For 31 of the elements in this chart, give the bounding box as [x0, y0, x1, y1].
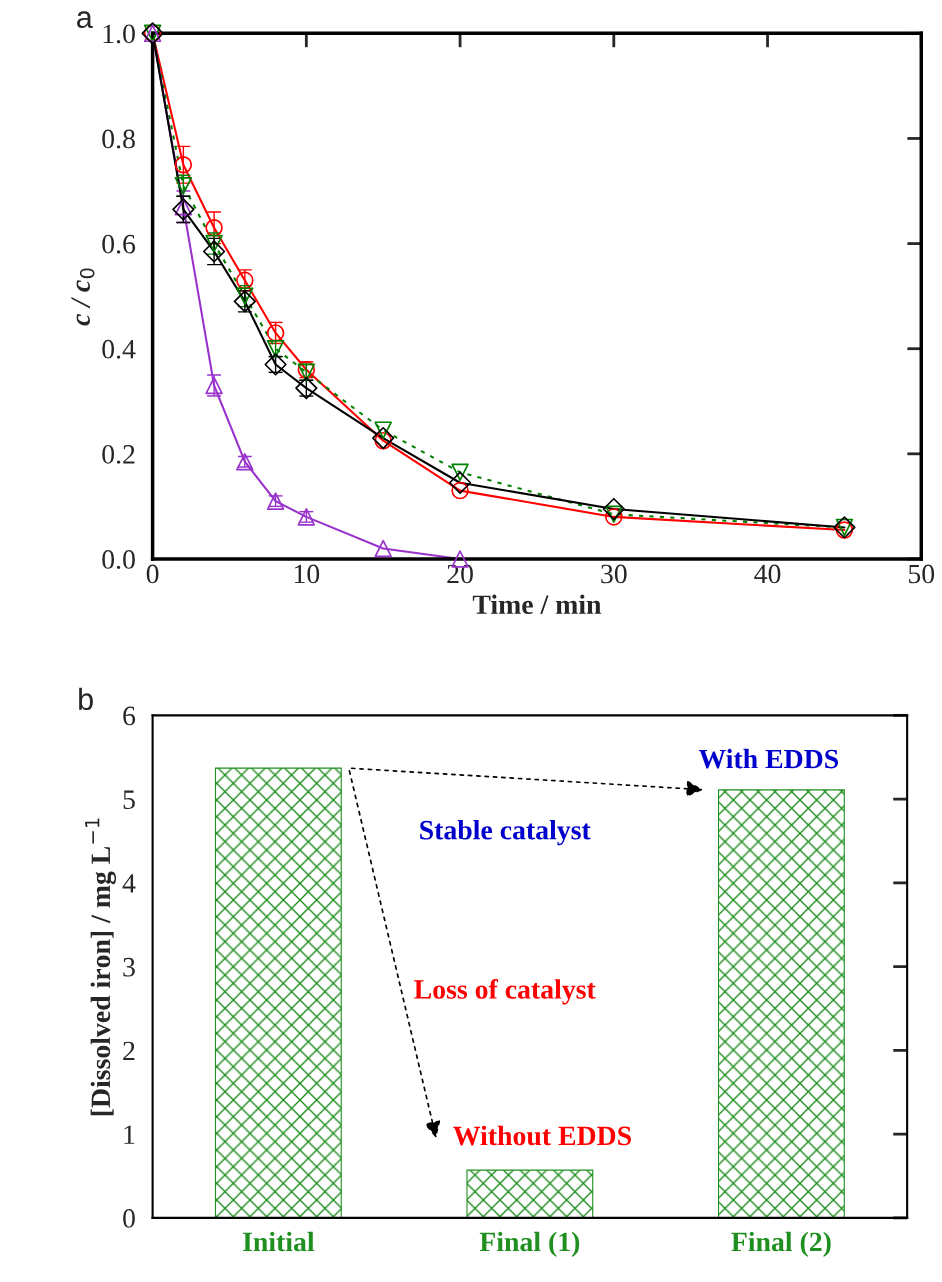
- y-tick-label: 0: [123, 1209, 135, 1228]
- x-tick-label: Final (2): [731, 1231, 831, 1257]
- y-axis-title: c / c$_{0}$: [71, 268, 95, 326]
- y-tick-label: 1: [124, 1125, 135, 1144]
- annotation: Stable catalyst: [420, 819, 591, 846]
- y-tick-label: 1.0: [103, 24, 135, 44]
- annotation: Loss of catalyst: [414, 978, 596, 1005]
- x-tick-label: 50: [909, 564, 935, 584]
- annotation: With EDDS: [698, 748, 839, 769]
- y-tick-label: 4: [122, 874, 136, 893]
- y-tick-label: 0.0: [102, 550, 135, 569]
- y-axis-title: [Dissolved iron] / mg L$^{−1}$: [85, 818, 117, 1116]
- chart-title: a: [77, 11, 93, 29]
- annotation: Without EDDS: [453, 1125, 631, 1146]
- x-tick-label: 10: [294, 564, 320, 584]
- y-tick-label: 2: [123, 1041, 135, 1061]
- y-tick-label: 0.8: [102, 129, 135, 149]
- y-tick-label: 6: [123, 706, 136, 726]
- x-axis-title: Time / min: [472, 594, 602, 615]
- chart-title: b: [79, 687, 93, 711]
- x-tick-label: 30: [601, 564, 627, 584]
- x-tick-label: 40: [754, 564, 781, 584]
- x-tick-label: Initial: [243, 1231, 315, 1252]
- y-tick-label: 0.6: [102, 234, 136, 254]
- y-tick-label: 0.4: [102, 339, 136, 359]
- y-tick-label: 3: [123, 957, 135, 977]
- y-tick-label: 0.2: [102, 444, 135, 464]
- x-tick-label: Final (1): [479, 1231, 580, 1257]
- x-tick-label: 0: [146, 564, 159, 584]
- x-tick-label: 20: [447, 564, 473, 584]
- y-tick-label: 5: [123, 790, 135, 810]
